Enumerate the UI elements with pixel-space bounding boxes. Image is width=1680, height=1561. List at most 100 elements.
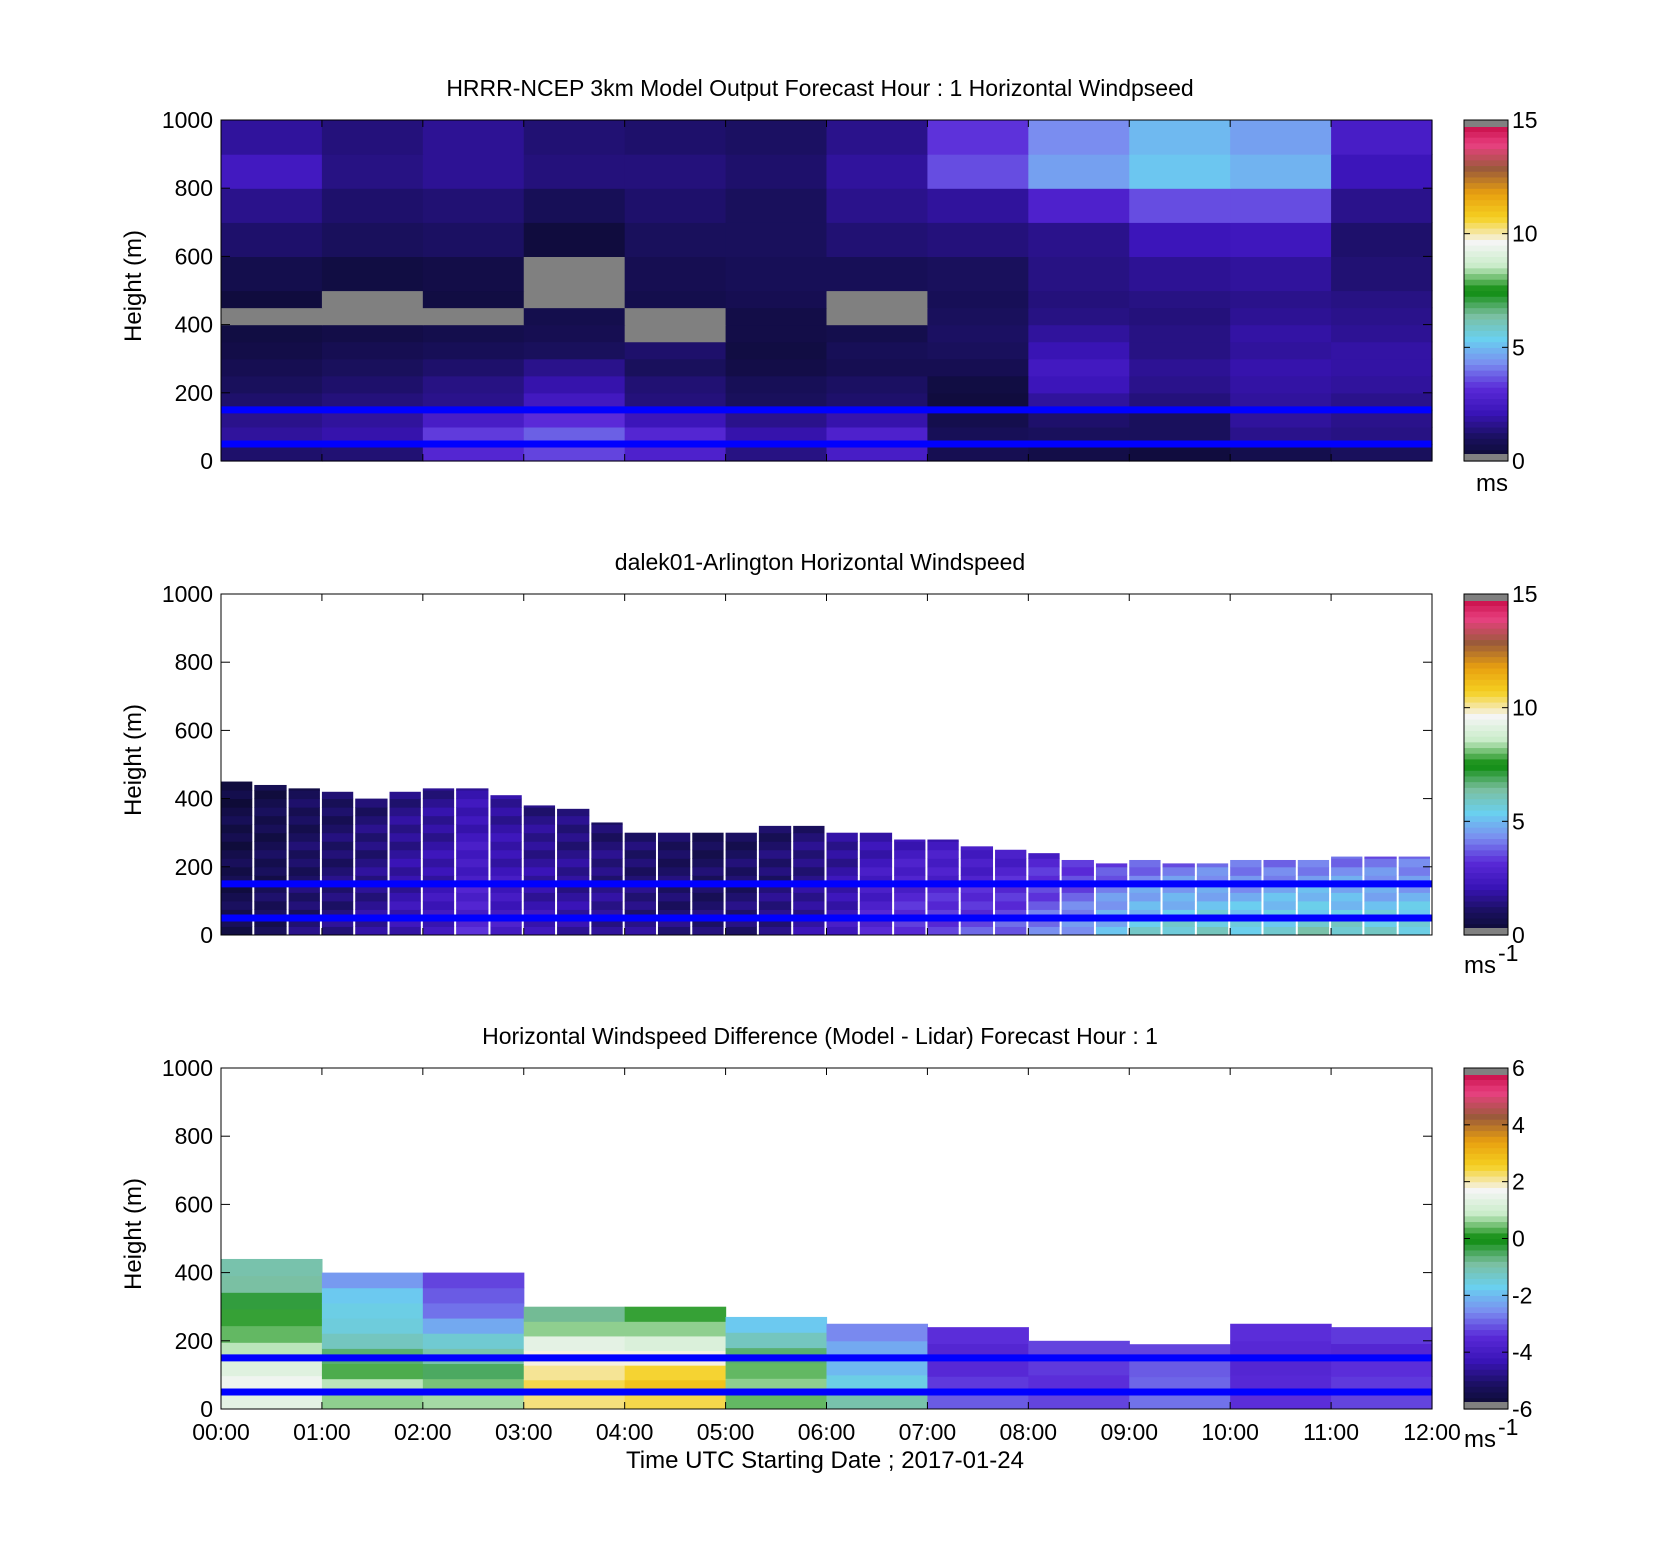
heatmap-cell xyxy=(1230,1323,1332,1342)
heatmap-cell xyxy=(758,858,792,868)
heatmap-cell xyxy=(1331,290,1433,309)
heatmap-cell xyxy=(927,900,959,910)
heatmap-cell xyxy=(288,917,320,927)
colorbar-segment xyxy=(1464,1198,1508,1205)
colorbar: 0 5 10 15 ms -1 xyxy=(1463,581,1538,979)
colorbar-segment xyxy=(1464,353,1508,360)
heatmap-cell xyxy=(995,900,1027,910)
heatmap-cell xyxy=(523,849,556,859)
heatmap-cell xyxy=(1331,866,1363,876)
colorbar-segment xyxy=(1464,1340,1508,1348)
heatmap-cell xyxy=(490,909,522,919)
colorbar-frame xyxy=(1463,593,1509,936)
colorbar-segment xyxy=(1464,307,1508,314)
heatmap-cell xyxy=(422,858,455,868)
heatmap-cell xyxy=(624,188,727,223)
colorbar-segment xyxy=(1464,650,1508,658)
colorbar-segment xyxy=(1464,1346,1508,1353)
colorbar-segment xyxy=(1464,438,1508,445)
heatmap-cell xyxy=(624,154,727,189)
heatmap-cell xyxy=(523,1365,626,1381)
heatmap-cell xyxy=(1263,909,1296,919)
heatmap-cell xyxy=(826,443,929,462)
heatmap-cell xyxy=(725,900,757,910)
heatmap-cell xyxy=(1129,917,1161,927)
heatmap-cell xyxy=(793,875,825,885)
heatmap-cell xyxy=(1028,443,1130,462)
heatmap-cell xyxy=(591,875,623,885)
heatmap-cell xyxy=(1263,875,1296,885)
heatmap-cell xyxy=(793,883,825,893)
heatmap-cell xyxy=(1297,883,1330,893)
panel-title: HRRR-NCEP 3km Model Output Forecast Hour… xyxy=(446,75,1193,101)
colorbar-segment xyxy=(1464,781,1508,788)
heatmap-cell xyxy=(254,858,287,868)
colorbar-segment xyxy=(1464,1261,1508,1268)
heatmap-cell xyxy=(826,256,929,292)
heatmap-cell xyxy=(389,900,421,910)
heatmap-cell xyxy=(1364,858,1397,868)
heatmap-cell xyxy=(591,866,623,876)
heatmap-cell xyxy=(422,883,455,893)
colorbar-segment xyxy=(1464,1158,1508,1166)
heatmap-cell xyxy=(1230,256,1332,292)
heatmap-cell xyxy=(321,120,424,155)
heatmap-cell xyxy=(557,808,590,817)
heatmap-cell xyxy=(1331,341,1433,360)
heatmap-cell xyxy=(591,858,623,868)
colorbar-segment xyxy=(1464,821,1508,828)
heatmap-cell xyxy=(490,926,522,936)
heatmap-cell xyxy=(725,909,757,919)
heatmap-cell xyxy=(523,841,556,851)
heatmap-cell xyxy=(859,917,893,927)
colorbar-missing xyxy=(1464,454,1508,461)
heatmap-cell xyxy=(1129,892,1161,902)
heatmap-cell xyxy=(1129,866,1161,876)
heatmap-cell xyxy=(725,341,828,360)
heatmap-cell xyxy=(758,841,792,851)
heatmap-cell xyxy=(523,426,626,445)
colorbar-segment xyxy=(1464,1323,1508,1331)
colorbar-segment xyxy=(1464,381,1508,388)
heatmap-cell xyxy=(523,307,626,326)
colorbar-unit-exponent: -1 xyxy=(1498,940,1518,966)
heatmap-cell xyxy=(1331,875,1363,885)
heatmap-cell xyxy=(321,1363,424,1380)
heatmap-cell xyxy=(1095,926,1128,936)
colorbar-segment xyxy=(1464,273,1508,280)
colorbar-segment xyxy=(1464,1374,1508,1382)
colorbar-segment xyxy=(1464,256,1508,263)
panel-lidar: dalek01-Arlington Horizontal Windspeed H… xyxy=(120,549,1538,979)
heatmap-cell xyxy=(1129,154,1231,189)
heatmap-cell xyxy=(591,900,623,910)
heatmap-cell xyxy=(221,849,253,859)
x-tick-label: 06:00 xyxy=(798,1419,856,1445)
colorbar-segment xyxy=(1464,849,1508,857)
heatmap-cell xyxy=(523,1335,626,1352)
colorbar-segment xyxy=(1464,188,1508,195)
heatmap-cell xyxy=(221,790,253,800)
heatmap-cell xyxy=(1230,341,1332,360)
colorbar-segment xyxy=(1464,1363,1508,1370)
heatmap-cell xyxy=(456,849,489,859)
colorbar-tick-label: 15 xyxy=(1512,581,1538,607)
y-tick-label: 0 xyxy=(200,448,213,474)
heatmap-cell xyxy=(557,892,590,902)
heatmap-cell xyxy=(288,858,320,868)
heatmap-cell xyxy=(523,815,556,825)
colorbar-segment xyxy=(1464,1215,1508,1223)
colorbar-segment xyxy=(1464,667,1508,675)
colorbar-segment xyxy=(1464,707,1508,714)
heatmap-cell xyxy=(894,839,926,842)
heatmap-cell xyxy=(1331,856,1363,859)
heatmap-cell xyxy=(490,798,522,808)
heatmap-cell xyxy=(725,832,757,842)
heatmap-cell xyxy=(1095,900,1128,910)
y-tick-label: 0 xyxy=(200,922,213,948)
colorbar-segment xyxy=(1464,318,1508,326)
heatmap-cell xyxy=(523,358,626,377)
heatmap-cell xyxy=(523,805,556,808)
colorbar-segment xyxy=(1464,1397,1508,1404)
colorbar-over xyxy=(1464,1068,1508,1075)
heatmap-cell xyxy=(758,926,792,936)
